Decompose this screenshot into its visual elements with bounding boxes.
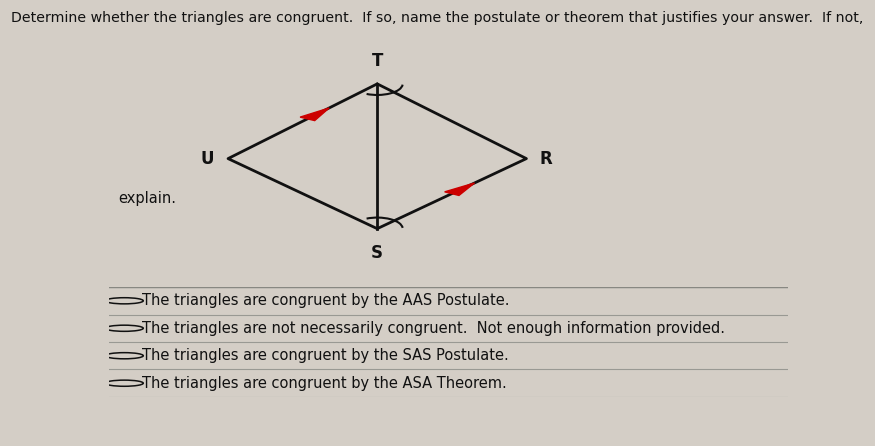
Text: R: R xyxy=(540,149,553,168)
Polygon shape xyxy=(444,183,474,195)
Text: explain.: explain. xyxy=(118,191,176,206)
Text: Determine whether the triangles are congruent.  If so, name the postulate or the: Determine whether the triangles are cong… xyxy=(11,11,864,25)
Text: The triangles are congruent by the AAS Postulate.: The triangles are congruent by the AAS P… xyxy=(142,293,509,308)
Text: T: T xyxy=(372,52,383,70)
Polygon shape xyxy=(300,108,329,120)
Text: The triangles are not necessarily congruent.  Not enough information provided.: The triangles are not necessarily congru… xyxy=(142,321,724,336)
Text: The triangles are congruent by the ASA Theorem.: The triangles are congruent by the ASA T… xyxy=(142,376,507,391)
Text: S: S xyxy=(371,244,383,262)
Text: The triangles are congruent by the SAS Postulate.: The triangles are congruent by the SAS P… xyxy=(142,348,508,363)
Text: U: U xyxy=(201,149,214,168)
